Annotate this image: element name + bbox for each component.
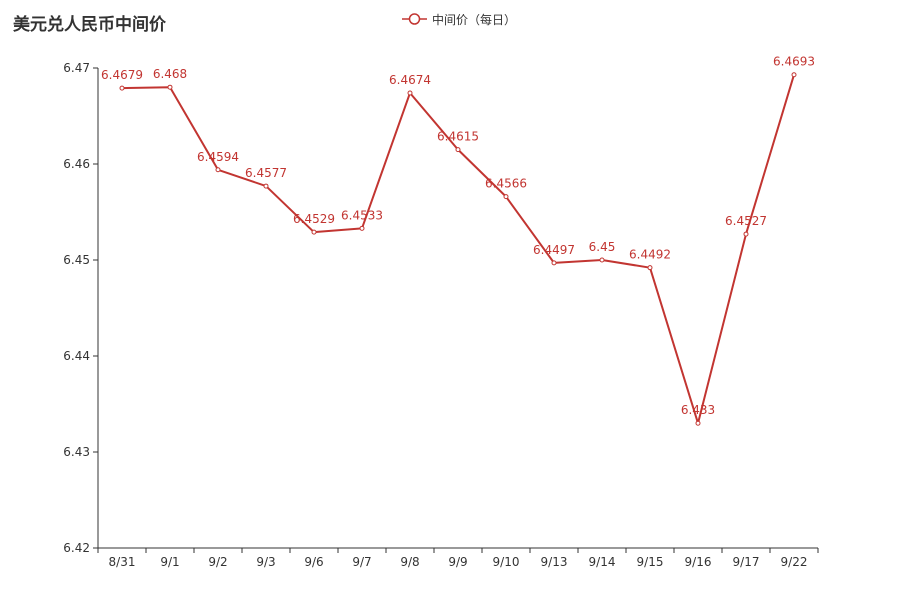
data-point: [455, 147, 461, 153]
x-tick-label: 9/22: [781, 555, 808, 569]
y-tick-label: 6.42: [63, 541, 90, 555]
data-label: 6.4529: [293, 212, 335, 226]
x-tick-label: 9/13: [541, 555, 568, 569]
y-tick-label: 6.45: [63, 253, 90, 267]
data-label: 6.4693: [773, 55, 815, 69]
data-label: 6.4615: [437, 130, 479, 144]
data-label: 6.4594: [197, 150, 239, 164]
data-point: [167, 84, 173, 90]
y-tick-label: 6.43: [63, 445, 90, 459]
data-point: [647, 265, 653, 271]
series-line: [121, 74, 795, 425]
data-label: 6.433: [681, 403, 715, 417]
data-label: 6.4492: [629, 248, 671, 262]
x-tick-label: 9/10: [493, 555, 520, 569]
x-tick-label: 9/9: [448, 555, 467, 569]
x-tick-label: 9/1: [160, 555, 179, 569]
x-tick-label: 9/7: [352, 555, 371, 569]
data-label: 6.4533: [341, 208, 383, 222]
chart-title: 美元兑人民币中间价: [13, 15, 166, 35]
x-tick-label: 9/16: [685, 555, 712, 569]
x-tick-label: 9/6: [304, 555, 323, 569]
y-tick-label: 6.44: [63, 349, 90, 363]
data-label: 6.4566: [485, 177, 527, 191]
data-label: 6.4679: [101, 68, 143, 82]
legend-marker-icon: [402, 13, 427, 25]
data-point: [503, 194, 509, 200]
data-point: [359, 225, 365, 231]
x-tick-label: 9/2: [208, 555, 227, 569]
data-label: 6.4577: [245, 166, 287, 180]
data-label: 6.468: [153, 67, 187, 81]
data-point: [551, 260, 557, 266]
data-label: 6.4497: [533, 243, 575, 257]
data-label: 6.45: [589, 240, 616, 254]
data-point: [407, 90, 413, 96]
data-point: [695, 420, 701, 426]
legend-label: 中间价（每日）: [432, 12, 517, 27]
data-point: [743, 231, 749, 237]
data-label: 6.4674: [389, 73, 431, 87]
x-tick-label: 9/14: [589, 555, 616, 569]
x-tick-label: 9/3: [256, 555, 275, 569]
x-tick-label: 9/15: [637, 555, 664, 569]
x-tick-label: 8/31: [109, 555, 136, 569]
data-point: [791, 72, 797, 78]
y-tick-label: 6.47: [63, 61, 90, 75]
data-point: [599, 257, 605, 263]
data-point: [263, 183, 269, 189]
legend-item[interactable]: 中间价（每日）: [402, 11, 516, 27]
data-point: [119, 85, 125, 91]
data-point: [215, 167, 221, 173]
data-label: 6.4527: [725, 214, 767, 228]
data-point: [311, 229, 317, 235]
y-tick-label: 6.46: [63, 157, 90, 171]
x-tick-label: 9/8: [400, 555, 419, 569]
x-tick-label: 9/17: [733, 555, 760, 569]
